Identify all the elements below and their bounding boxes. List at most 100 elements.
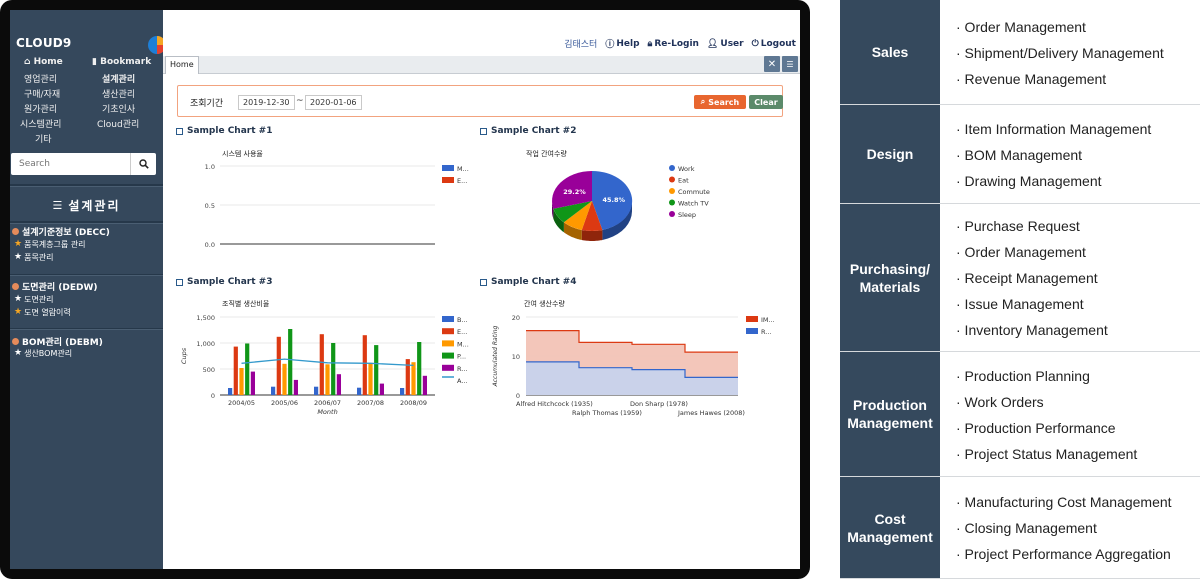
chart-3-ytick: 0 bbox=[211, 392, 215, 400]
chart-1-legend-label: E... bbox=[457, 177, 467, 185]
module-item: · Revenue Management bbox=[956, 70, 1107, 87]
chart-3-bar bbox=[411, 362, 416, 395]
module-category: Cost Management bbox=[840, 477, 940, 578]
collapse-icon bbox=[12, 228, 19, 235]
chart-1-ytick: 1.0 bbox=[205, 163, 215, 171]
nav-item-cost[interactable]: 원가관리 bbox=[24, 105, 58, 115]
chart-2-data-label: 45.8% bbox=[603, 196, 626, 204]
chart-2-legend-dot bbox=[669, 165, 675, 171]
chart-3-bar bbox=[276, 336, 281, 395]
chart-4-ytick: 20 bbox=[512, 314, 520, 322]
chart-2-legend-label: Eat bbox=[678, 177, 689, 185]
tree-item-drawing-history[interactable]: ★ 도면 열람이력 bbox=[14, 307, 71, 318]
sidebar-divider bbox=[10, 328, 163, 330]
chart-2-slice bbox=[553, 201, 592, 223]
chart-3-bar bbox=[282, 363, 287, 395]
nav-item-cloud[interactable]: Cloud관리 bbox=[97, 120, 140, 130]
date-separator: ~ bbox=[296, 96, 304, 106]
chart-3-avg-line bbox=[241, 358, 414, 367]
nav-item-sales[interactable]: 영업관리 bbox=[24, 75, 58, 85]
search-button[interactable]: ⌕ Search bbox=[694, 95, 746, 109]
user-link[interactable]: 👤︎ User bbox=[706, 38, 744, 49]
chart-3-header: Sample Chart #3 bbox=[176, 277, 272, 287]
module-item: · Issue Management bbox=[956, 296, 1084, 312]
date-to-input[interactable]: 2020-01-06 bbox=[305, 95, 362, 110]
tree-group-debm[interactable]: BOM관리 (DEBM) bbox=[12, 335, 103, 348]
module-item: · Project Status Management bbox=[956, 445, 1138, 462]
chart-3-bar bbox=[357, 387, 362, 395]
lock-icon: 🔒︎ bbox=[647, 38, 653, 49]
top-bar: 김태스터 ⓘ Help 🔒︎ Re-Login 👤︎ User ⏻ Logout bbox=[163, 10, 800, 56]
top-links: 김태스터 ⓘ Help 🔒︎ Re-Login 👤︎ User ⏻ Logout bbox=[564, 37, 796, 51]
date-from-input[interactable]: 2019-12-30 bbox=[238, 95, 295, 110]
chart-3-legend-swatch bbox=[442, 316, 454, 322]
chart-4-legend-swatch bbox=[746, 316, 758, 322]
chart-4-ytick: 0 bbox=[516, 392, 520, 400]
panel-icon bbox=[480, 127, 487, 135]
bookmark-icon: ▮ bbox=[92, 57, 97, 67]
module-row: Design · Item Information Management · BOM… bbox=[840, 105, 1200, 204]
nav-item-purchasing[interactable]: 구매/자재 bbox=[24, 90, 61, 100]
relogin-link[interactable]: 🔒︎ Re-Login bbox=[647, 38, 699, 49]
filter-panel: 조회기간 2019-12-30 ~ 2020-01-06 ⌕ Search Cle… bbox=[177, 85, 783, 117]
chart-3-xtick: 2005/06 bbox=[271, 399, 298, 407]
chart-2-slice-side bbox=[602, 201, 632, 240]
sidebar-section-title: ☰ 설계관리 bbox=[52, 198, 121, 213]
sidebar-divider bbox=[10, 274, 163, 276]
chart-3-bar bbox=[417, 342, 422, 395]
chart-1-title: 시스템 사용율 bbox=[222, 149, 263, 158]
module-row: Purchasing/ Materials · Purchase Request ·… bbox=[840, 204, 1200, 352]
chart-3-xlabel: Month bbox=[317, 408, 337, 416]
tree-group-decc[interactable]: 설계기준정보 (DECC) bbox=[12, 225, 110, 238]
tree-item-drawing-management[interactable]: ★ 도면관리 bbox=[14, 294, 54, 305]
power-icon: ⏻ bbox=[751, 38, 759, 49]
nav-item-hr[interactable]: 기초인사 bbox=[102, 105, 136, 115]
module-item: · Project Performance Aggregation bbox=[956, 546, 1171, 562]
panel-icon bbox=[176, 127, 183, 135]
module-category: Production Management bbox=[840, 352, 940, 476]
star-icon: ★ bbox=[14, 252, 23, 262]
chart-3-xtick: 2007/08 bbox=[357, 399, 384, 407]
chart-3-bar bbox=[379, 383, 384, 395]
module-item: · Closing Management bbox=[956, 520, 1097, 536]
chart-3-bar bbox=[271, 386, 276, 395]
star-icon: ★ bbox=[14, 348, 23, 358]
tree-item-production-bom[interactable]: ★ 생산BOM관리 bbox=[14, 348, 73, 359]
nav-item-etc[interactable]: 기타 bbox=[35, 135, 52, 145]
chart-2-legend-dot bbox=[669, 188, 675, 194]
tree-item-item-management[interactable]: ★ 품목관리 bbox=[14, 252, 54, 263]
nav-item-design[interactable]: 설계관리 bbox=[102, 75, 136, 85]
nav-bookmark[interactable]: ▮ Bookmark bbox=[92, 57, 152, 67]
chart-2-slice-side bbox=[553, 208, 564, 233]
chart-3-bar bbox=[331, 343, 336, 395]
chart-1-ytick: 0.0 bbox=[205, 241, 215, 249]
monitor-frame: CLOUD9 ⌂ Home ▮ Bookmark 영업관리 설계관리 구매/자재… bbox=[0, 0, 810, 579]
chart-2-legend-dot bbox=[669, 199, 675, 206]
chart-3-legend-swatch bbox=[442, 352, 454, 359]
chart-3-bar bbox=[336, 374, 341, 395]
tab-home[interactable]: Home bbox=[165, 56, 199, 74]
chart-1-header: Sample Chart #1 bbox=[176, 126, 272, 136]
module-item: · BOM Management bbox=[956, 146, 1083, 163]
tab-menu-button[interactable]: ☰ bbox=[782, 56, 798, 72]
search-button[interactable] bbox=[130, 153, 156, 175]
user-icon: 👤︎ bbox=[706, 38, 719, 49]
clear-button[interactable]: Clear bbox=[749, 95, 783, 109]
module-item: · Item Information Management bbox=[956, 120, 1152, 137]
module-category: Design bbox=[840, 105, 940, 203]
nav-item-system[interactable]: 시스템관리 bbox=[20, 120, 62, 130]
chart-3-bar bbox=[405, 359, 410, 395]
logout-link[interactable]: ⏻ Logout bbox=[751, 38, 796, 49]
tree-item-item-group[interactable]: ★ 품목계층그룹 관리 bbox=[14, 239, 86, 250]
nav-home[interactable]: ⌂ Home bbox=[24, 57, 63, 67]
info-icon: ⓘ bbox=[605, 40, 615, 50]
help-link[interactable]: ⓘ Help bbox=[605, 38, 640, 51]
brand-logo-text: CLOUD9 bbox=[16, 36, 72, 50]
search-input[interactable] bbox=[11, 153, 129, 175]
nav-item-production[interactable]: 생산관리 bbox=[102, 90, 136, 100]
period-label: 조회기간 bbox=[190, 99, 224, 109]
chart-4-legend-label: IM... bbox=[761, 316, 775, 324]
chart-3-bar bbox=[374, 345, 379, 395]
close-tab-button[interactable]: ✕ bbox=[764, 56, 780, 72]
tree-group-dedw[interactable]: 도면관리 (DEDW) bbox=[12, 280, 98, 293]
